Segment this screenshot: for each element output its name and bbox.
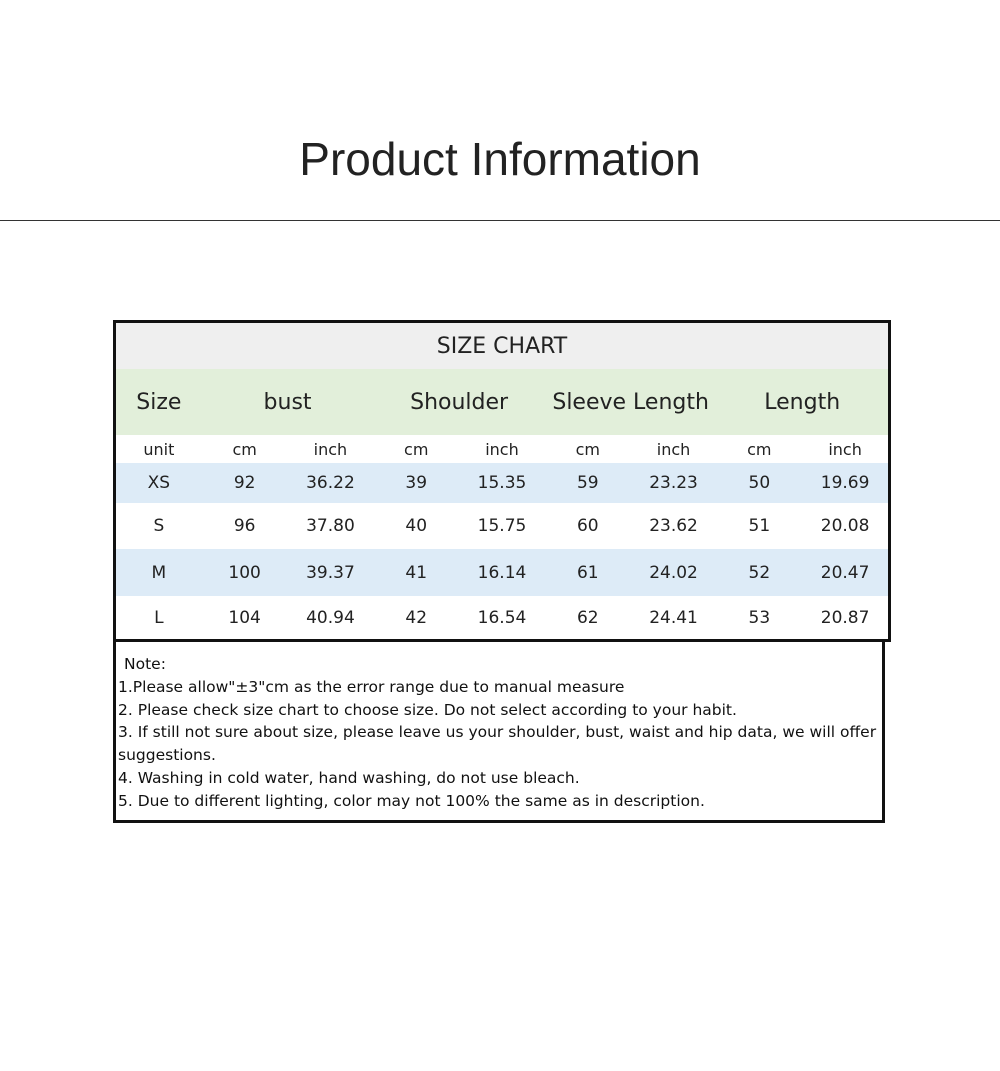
- table-cell: XS: [147, 473, 171, 493]
- divider: [0, 220, 1000, 221]
- table-cell: 15.75: [477, 516, 527, 536]
- table-cell: 59: [576, 473, 599, 493]
- table-row: XS 92 36.22 39 15.35 59 23.23 50 19.69: [116, 463, 888, 503]
- table-cell: 96: [233, 516, 256, 536]
- header-sleeve-length: Sleeve Length: [552, 389, 709, 415]
- table-cell: 16.54: [477, 607, 527, 628]
- table-cell: 53: [748, 607, 771, 628]
- table-cell: M: [151, 562, 167, 583]
- table-cell: 61: [576, 562, 599, 583]
- unit-cell: cm: [747, 439, 772, 459]
- size-chart-title: SIZE CHART: [436, 333, 568, 359]
- table-cell: 39.37: [306, 562, 355, 583]
- unit-cell: unit: [143, 439, 175, 459]
- table-cell: 100: [228, 562, 261, 583]
- size-chart-title-row: SIZE CHART: [116, 323, 888, 369]
- table-cell: 20.08: [820, 516, 870, 536]
- note-line: suggestions.: [118, 746, 216, 765]
- unit-row: unit cm inch cm inch cm inch cm inch: [116, 435, 888, 463]
- notes-heading: Note:: [124, 655, 166, 673]
- table-cell: 42: [405, 607, 428, 628]
- table-cell: S: [153, 516, 165, 536]
- table-cell: 52: [748, 562, 771, 583]
- table-cell: 20.47: [820, 562, 870, 583]
- table-cell: 39: [405, 473, 428, 493]
- unit-cell: cm: [232, 439, 257, 459]
- table-cell: 40.94: [306, 607, 355, 628]
- table-cell: 36.22: [306, 473, 355, 493]
- table-cell: 40: [405, 516, 428, 536]
- table-cell: 24.41: [649, 607, 698, 628]
- unit-cell: inch: [485, 439, 519, 459]
- table-cell: 20.87: [820, 607, 870, 628]
- table-cell: 19.69: [820, 473, 870, 493]
- header-length: Length: [764, 389, 841, 415]
- table-cell: 92: [233, 473, 256, 493]
- table-cell: 104: [228, 607, 261, 628]
- table-cell: 51: [748, 516, 771, 536]
- size-chart-table: SIZE CHART Size bust Shoulder Sleeve Len…: [113, 320, 891, 642]
- table-cell: 24.02: [649, 562, 698, 583]
- header-size: Size: [136, 389, 182, 415]
- header-row: Size bust Shoulder Sleeve Length Length: [116, 369, 888, 435]
- unit-cell: inch: [656, 439, 691, 459]
- table-row: S 96 37.80 40 15.75 60 23.62 51 20.08: [116, 503, 888, 549]
- note-line: 5. Due to different lighting, color may …: [118, 791, 705, 810]
- note-line: 4. Washing in cold water, hand washing, …: [118, 768, 580, 787]
- table-cell: 23.62: [649, 516, 698, 536]
- table-cell: L: [154, 607, 164, 628]
- table-cell: 41: [405, 562, 428, 583]
- unit-cell: inch: [828, 439, 862, 459]
- table-cell: 23.23: [649, 473, 698, 493]
- header-shoulder: Shoulder: [410, 389, 509, 415]
- unit-cell: cm: [575, 439, 600, 459]
- table-cell: 60: [576, 516, 599, 536]
- table-row: L 104 40.94 42 16.54 62 24.41 53 20.87: [116, 596, 888, 639]
- table-cell: 62: [576, 607, 599, 628]
- header-bust: bust: [263, 389, 312, 415]
- note-line: 1.Please allow"±3"cm as the error range …: [118, 677, 625, 696]
- page-title: Product Information: [299, 133, 701, 185]
- unit-cell: cm: [404, 439, 429, 459]
- notes-box: Note: 1.Please allow"±3"cm as the error …: [113, 639, 885, 823]
- note-line: 3. If still not sure about size, please …: [118, 723, 877, 742]
- table-cell: 16.14: [477, 562, 527, 583]
- table-row: M 100 39.37 41 16.14 61 24.02 52 20.47: [116, 549, 888, 596]
- table-cell: 37.80: [306, 516, 355, 536]
- table-cell: 15.35: [477, 473, 527, 493]
- table-cell: 50: [748, 473, 771, 493]
- unit-cell: inch: [313, 439, 348, 459]
- note-line: 2. Please check size chart to choose siz…: [118, 700, 737, 719]
